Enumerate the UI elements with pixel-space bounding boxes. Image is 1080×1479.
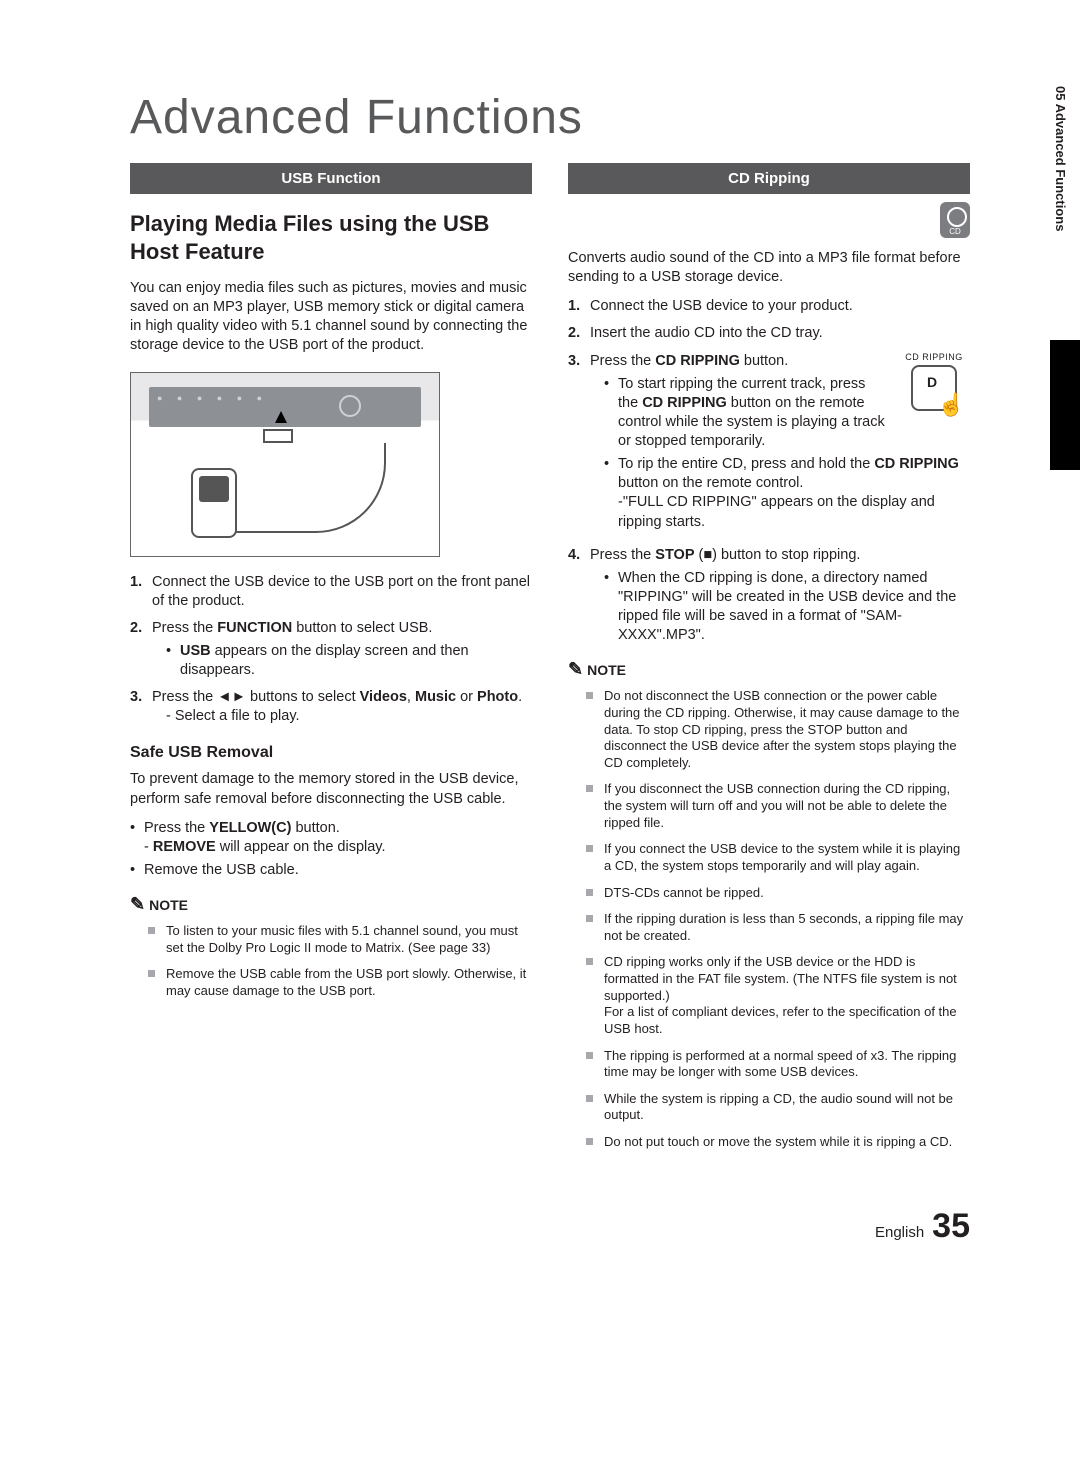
rip-label: CD RIPPING [898,352,970,364]
right-column: CD Ripping Converts audio sound of the C… [568,163,970,1161]
note-item: DTS-CDs cannot be ripped. [586,885,970,902]
bold: Videos [360,689,407,705]
note-item: To listen to your music files with 5.1 c… [148,923,532,956]
cd-steps: 1. Connect the USB device to your produc… [568,297,970,645]
t: . [518,689,522,705]
step-num: 1. [130,573,142,592]
step-num: 4. [568,546,580,565]
footer-lang: English [875,1224,924,1241]
note-item: If you disconnect the USB connection dur… [586,781,970,831]
t: Press the [152,620,217,636]
bold: USB [180,643,211,659]
right-notes: Do not disconnect the USB connection or … [586,688,970,1150]
left-column: USB Function Playing Media Files using t… [130,163,532,1161]
step-text: Insert the audio CD into the CD tray. [590,325,823,341]
note-head-left: ✎NOTE [130,894,532,915]
step-text: Press the CD RIPPING button. [590,353,788,369]
t: Press the ◄► buttons to select [152,689,360,705]
cd-step-4: 4. Press the STOP (■) button to stop rip… [568,546,970,646]
bold: CD RIPPING [655,353,740,369]
t: Press the [144,820,209,836]
step-num: 3. [568,352,580,371]
t: or [456,689,477,705]
cd-step-3-sub1: To start ripping the current track, pres… [604,375,970,452]
usb-subhead: Playing Media Files using the USB Host F… [130,210,532,265]
t: button on the remote control. [618,475,803,491]
page-footer: English 35 [130,1207,970,1246]
step-num: 2. [568,324,580,343]
section-bar-usb: USB Function [130,163,532,194]
side-thumb-index [1050,340,1080,470]
usb-step-2: 2. Press the FUNCTION button to select U… [130,619,532,680]
cd-step-4-sub: When the CD ripping is done, a directory… [604,569,970,646]
note-item: Do not put touch or move the system whil… [586,1134,970,1151]
bold: REMOVE [153,839,216,855]
cd-step-3-sub2: To rip the entire CD, press and hold the… [604,455,970,532]
safe-removal-head: Safe USB Removal [130,744,532,762]
note-item: If the ripping duration is less than 5 s… [586,911,970,944]
bold: FUNCTION [217,620,292,636]
usb-step-3-dash: - Select a file to play. [166,707,532,726]
section-bar-cd: CD Ripping [568,163,970,194]
usb-step-2-sub: USB appears on the display screen and th… [166,642,532,680]
note-head-right: ✎NOTE [568,659,970,680]
t: To rip the entire CD, press and hold the [618,456,874,472]
t: , [407,689,415,705]
t: (■) button to stop ripping. [695,547,861,563]
step-num: 1. [568,297,580,316]
cd-step-2: 2. Insert the audio CD into the CD tray. [568,324,970,343]
t: button to select USB. [292,620,432,636]
bold: CD RIPPING [642,395,727,411]
safe-b2: Remove the USB cable. [130,861,532,880]
step-num: 3. [130,688,142,707]
cd-disc-icon [940,202,970,238]
side-tab: 05 Advanced Functions [1053,86,1068,231]
bold: Photo [477,689,518,705]
note-item: Do not disconnect the USB connection or … [586,688,970,771]
step-text: Connect the USB device to your product. [590,298,853,314]
note-item: The ripping is performed at a normal spe… [586,1048,970,1081]
cd-step-1: 1. Connect the USB device to your produc… [568,297,970,316]
cd-icon-wrap [568,202,970,243]
t: Press the [590,547,655,563]
step-text: Press the FUNCTION button to select USB. [152,620,432,636]
bold: YELLOW(C) [209,820,291,836]
step-num: 2. [130,619,142,638]
step-text: Connect the USB device to the USB port o… [152,574,530,609]
t: appears on the display screen and then d… [180,643,469,678]
usb-step-1: 1. Connect the USB device to the USB por… [130,573,532,611]
safe-removal-text: To prevent damage to the memory stored i… [130,770,532,808]
note-item: Remove the USB cable from the USB port s… [148,966,532,999]
step-text: Press the ◄► buttons to select Videos, M… [152,689,522,705]
safe-b1: Press the YELLOW(C) button. - REMOVE wil… [130,819,532,857]
left-notes: To listen to your music files with 5.1 c… [148,923,532,1000]
usb-steps: 1. Connect the USB device to the USB por… [130,573,532,727]
t: button. [740,353,788,369]
content-columns: USB Function Playing Media Files using t… [130,163,970,1161]
page-title: Advanced Functions [130,90,970,145]
bold: Music [415,689,456,705]
t: - [144,839,153,855]
usb-step-3: 3. Press the ◄► buttons to select Videos… [130,688,532,726]
cd-step-3-sub2-dash: -"FULL CD RIPPING" appears on the displa… [618,493,970,531]
bold: STOP [655,547,694,563]
t: Press the [590,353,655,369]
bold: CD RIPPING [874,456,959,472]
cd-step-3: 3. CD RIPPING ☝ Press the CD RIPPING but… [568,352,970,538]
t: will appear on the display. [216,839,386,855]
cd-intro: Converts audio sound of the CD into a MP… [568,249,970,287]
step-text: Press the STOP (■) button to stop rippin… [590,547,860,563]
note-item: If you connect the USB device to the sys… [586,841,970,874]
t: NOTE [587,662,626,678]
t: button. [291,820,339,836]
usb-intro: You can enjoy media files such as pictur… [130,279,532,356]
footer-page: 35 [932,1207,970,1246]
usb-connection-figure: ● ● ● ● ● ● [130,372,440,557]
t: NOTE [149,897,188,913]
note-item: CD ripping works only if the USB device … [586,954,970,1037]
note-item: While the system is ripping a CD, the au… [586,1091,970,1124]
